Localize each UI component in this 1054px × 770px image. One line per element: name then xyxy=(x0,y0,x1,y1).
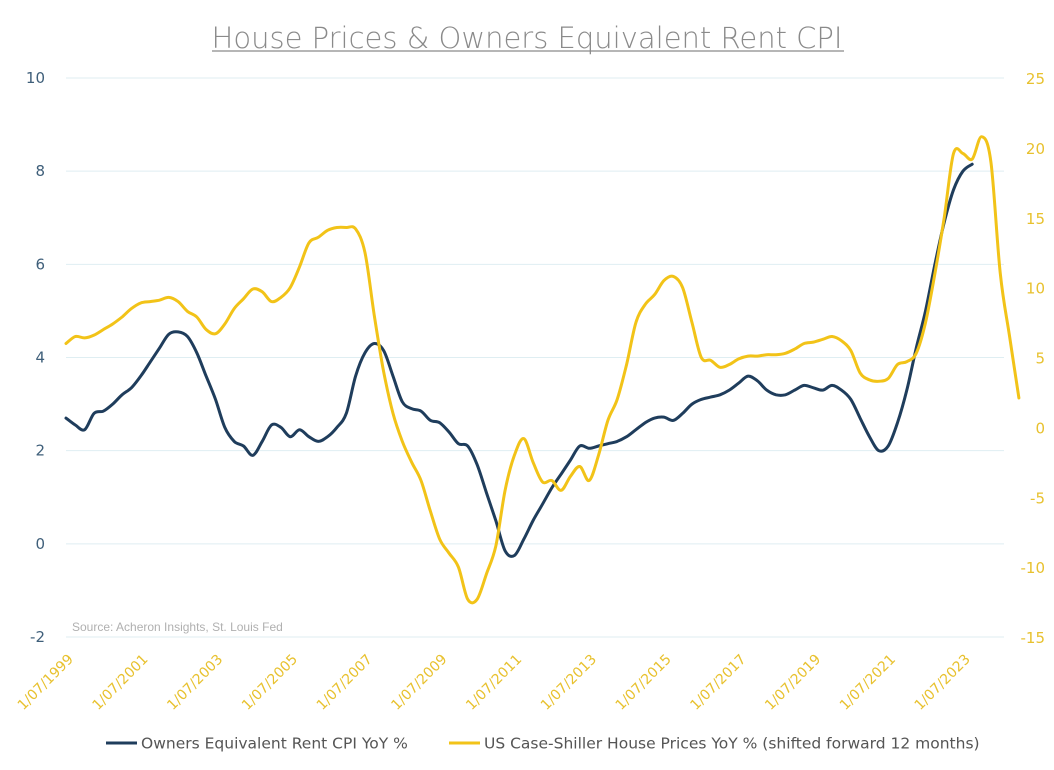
y-axis-left: 10 8 6 4 2 0 -2 xyxy=(26,69,45,646)
chart-title: House Prices & Owners Equivalent Rent CP… xyxy=(212,21,843,55)
legend-label-case-shiller: US Case-Shiller House Prices YoY % (shif… xyxy=(484,735,980,753)
series-lines xyxy=(64,135,1021,605)
x-axis: 1/07/1999 1/07/2001 1/07/2003 1/07/2005 1/07… xyxy=(15,652,974,714)
y-left-tick-label: 10 xyxy=(26,69,45,87)
x-tick-label: 1/07/2003 xyxy=(164,652,226,714)
y-left-tick-label: 0 xyxy=(35,535,45,553)
y-axis-right: 25 20 15 10 5 0 -5 -10 -15 xyxy=(1021,70,1046,647)
y-right-tick-label: -5 xyxy=(1030,489,1045,507)
x-tick-label: 1/07/2001 xyxy=(89,652,151,714)
gridlines xyxy=(66,77,1004,638)
x-tick-label: 1/07/2011 xyxy=(463,652,525,714)
x-tick-label: 1/07/2019 xyxy=(762,652,824,714)
x-tick-label: 1/07/2005 xyxy=(239,652,301,714)
x-tick-label: 1/07/2015 xyxy=(613,652,675,714)
x-tick-label: 1/07/2013 xyxy=(538,652,600,714)
x-tick-label: 1/07/1999 xyxy=(15,652,77,714)
y-left-tick-label: -2 xyxy=(30,628,45,646)
y-left-tick-label: 6 xyxy=(35,255,45,273)
x-tick-label: 1/07/2017 xyxy=(687,652,749,714)
x-tick-label: 1/07/2023 xyxy=(912,652,974,714)
source-note: Source: Acheron Insights, St. Louis Fed xyxy=(72,620,283,634)
series-line-oer xyxy=(64,162,974,558)
y-right-tick-label: 0 xyxy=(1035,419,1045,437)
legend-label-oer: Owners Equivalent Rent CPI YoY % xyxy=(141,735,408,753)
y-right-tick-label: 20 xyxy=(1026,140,1045,158)
y-left-tick-label: 4 xyxy=(35,349,45,367)
y-right-tick-label: -15 xyxy=(1021,629,1046,647)
y-right-tick-label: -10 xyxy=(1021,559,1046,577)
y-left-tick-label: 2 xyxy=(35,442,45,460)
legend: Owners Equivalent Rent CPI YoY % US Case… xyxy=(106,735,980,753)
x-tick-label: 1/07/2009 xyxy=(388,652,450,714)
y-left-tick-label: 8 xyxy=(35,162,45,180)
x-tick-label: 1/07/2021 xyxy=(837,652,899,714)
y-right-tick-label: 5 xyxy=(1035,350,1045,368)
x-tick-label: 1/07/2007 xyxy=(314,652,376,714)
y-right-tick-label: 25 xyxy=(1026,70,1045,88)
y-right-tick-label: 10 xyxy=(1026,280,1045,298)
y-right-tick-label: 15 xyxy=(1026,210,1045,228)
series-line-case-shiller xyxy=(64,135,1021,605)
